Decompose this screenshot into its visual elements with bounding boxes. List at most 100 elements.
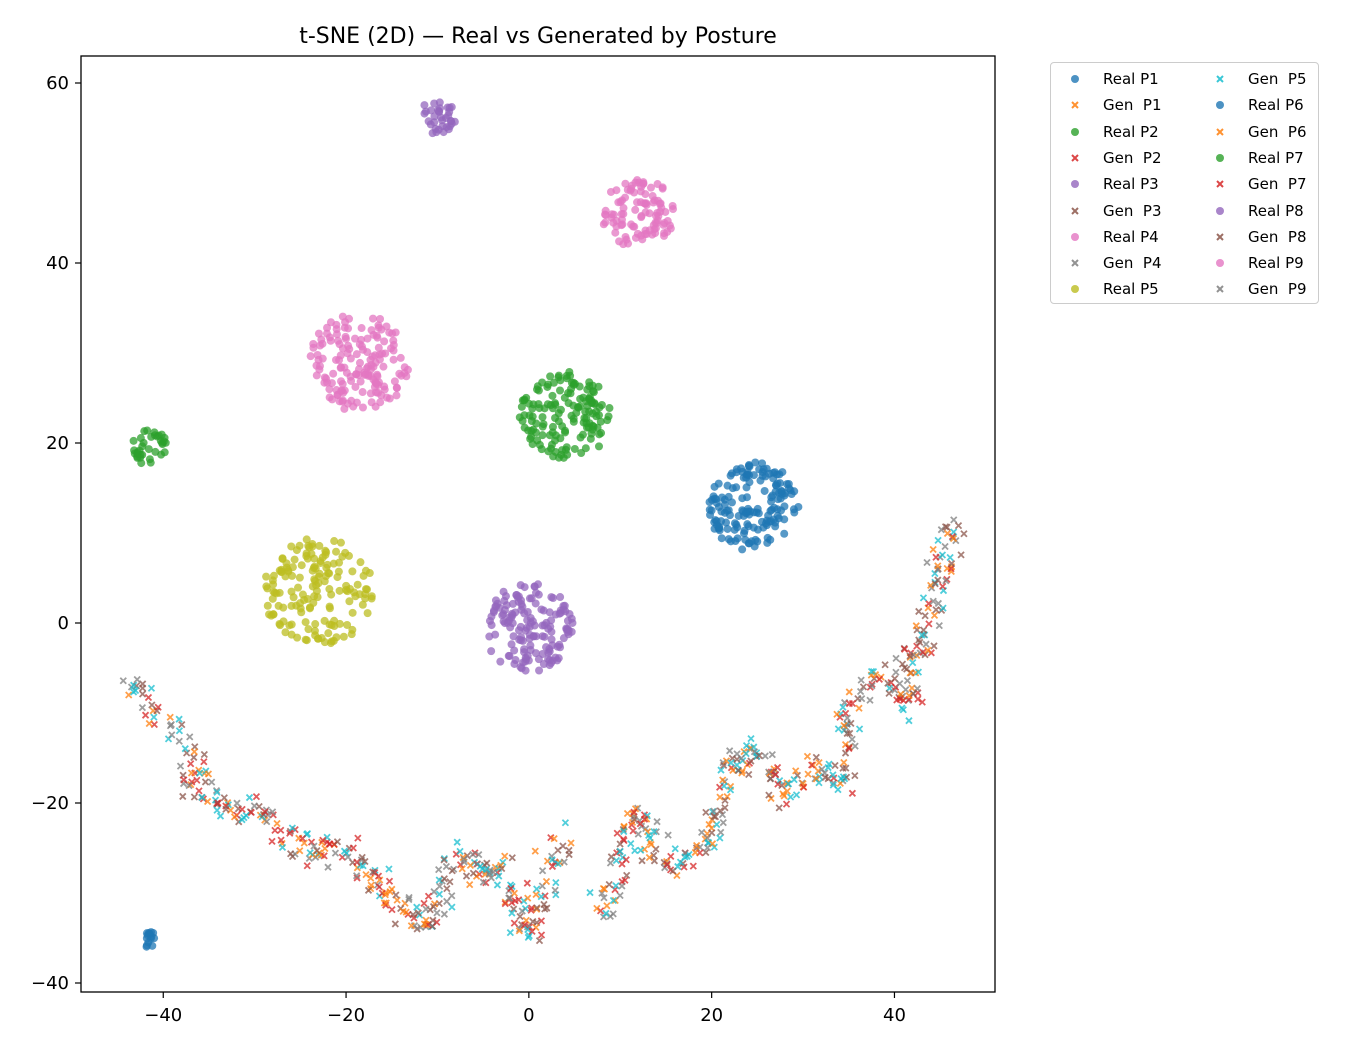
real-point — [324, 629, 333, 638]
generated-point — [664, 831, 672, 839]
generated-point — [179, 792, 187, 801]
real-point — [301, 618, 310, 627]
real-point — [335, 619, 344, 628]
generated-point — [133, 675, 141, 684]
legend: Real P1 Gen P1 Real P2 Gen P2 Real P3 Gen P3 R… — [1050, 62, 1319, 304]
real-point — [338, 552, 347, 561]
generated-point — [702, 808, 710, 816]
generated-point — [516, 912, 524, 921]
real-point — [622, 235, 631, 244]
generated-point — [551, 886, 559, 894]
generated-point — [392, 891, 400, 899]
generated-point — [187, 769, 196, 777]
real-point — [532, 419, 541, 428]
generated-point — [726, 786, 735, 794]
real-point — [777, 487, 786, 496]
legend-circle-marker — [1071, 127, 1079, 136]
generated-point — [637, 846, 645, 854]
real-point — [281, 628, 290, 637]
real-point — [424, 117, 433, 126]
real-point — [151, 447, 160, 456]
generated-point — [204, 770, 213, 778]
real-point — [262, 572, 271, 581]
real-point — [651, 211, 660, 220]
generated-point — [533, 885, 541, 893]
legend-label: Real P9 — [1248, 254, 1304, 273]
generated-point — [510, 905, 518, 913]
generated-point — [941, 523, 950, 531]
generated-point — [845, 744, 853, 753]
real-point — [354, 370, 363, 379]
generated-point — [385, 865, 393, 873]
generated-point — [932, 606, 940, 614]
generated-point — [399, 907, 407, 916]
generated-point — [175, 715, 183, 723]
generated-point — [145, 719, 153, 728]
generated-point — [460, 855, 468, 864]
generated-point — [498, 864, 506, 873]
generated-point — [296, 847, 304, 855]
generated-point — [349, 844, 357, 852]
real-point — [334, 336, 343, 345]
real-point — [597, 429, 606, 438]
real-point — [376, 315, 385, 324]
generated-point — [932, 553, 940, 561]
real-point — [562, 624, 571, 633]
generated-point — [307, 838, 316, 846]
legend-label: Gen P7 — [1248, 175, 1307, 194]
real-point — [749, 523, 758, 532]
real-point — [548, 428, 557, 437]
generated-point — [727, 759, 735, 767]
generated-point — [918, 631, 926, 639]
real-point — [583, 402, 592, 411]
generated-point — [775, 776, 784, 785]
real-point — [760, 486, 769, 495]
generated-point — [422, 905, 430, 913]
real-point — [316, 557, 325, 566]
generated-point — [487, 874, 495, 882]
generated-point — [653, 818, 661, 826]
real-point — [621, 179, 630, 188]
generated-point — [867, 667, 876, 676]
real-point — [524, 426, 533, 435]
real-point — [372, 331, 381, 340]
generated-point — [840, 758, 848, 767]
generated-point — [786, 793, 795, 801]
generated-point — [927, 581, 935, 589]
real-point — [309, 339, 318, 348]
real-point — [324, 568, 333, 577]
real-point — [330, 537, 339, 546]
generated-point — [489, 868, 497, 876]
real-point — [358, 403, 367, 412]
real-point — [592, 407, 601, 416]
real-point — [556, 593, 565, 602]
generated-point — [855, 725, 864, 733]
real-point — [743, 520, 752, 529]
generated-point — [899, 696, 908, 705]
real-point — [544, 447, 553, 456]
generated-point — [934, 599, 943, 608]
real-point — [526, 614, 535, 623]
generated-point — [715, 783, 724, 791]
real-point — [668, 201, 677, 210]
generated-point — [529, 917, 537, 926]
generated-point — [892, 668, 900, 676]
real-point — [336, 538, 345, 547]
generated-point — [429, 916, 437, 924]
generated-point — [718, 810, 727, 819]
real-point — [538, 632, 547, 641]
generated-point — [812, 753, 820, 762]
real-point — [546, 622, 555, 631]
generated-point — [310, 842, 318, 850]
real-point — [726, 471, 735, 480]
real-point — [516, 663, 525, 672]
real-point — [784, 479, 793, 488]
generated-point — [618, 882, 626, 890]
generated-point — [716, 793, 724, 801]
real-point — [316, 341, 325, 350]
legend-label: Gen P3 — [1103, 201, 1162, 220]
real-point — [508, 599, 517, 608]
generated-point — [138, 703, 147, 712]
generated-point — [669, 867, 677, 875]
real-point — [321, 550, 330, 559]
